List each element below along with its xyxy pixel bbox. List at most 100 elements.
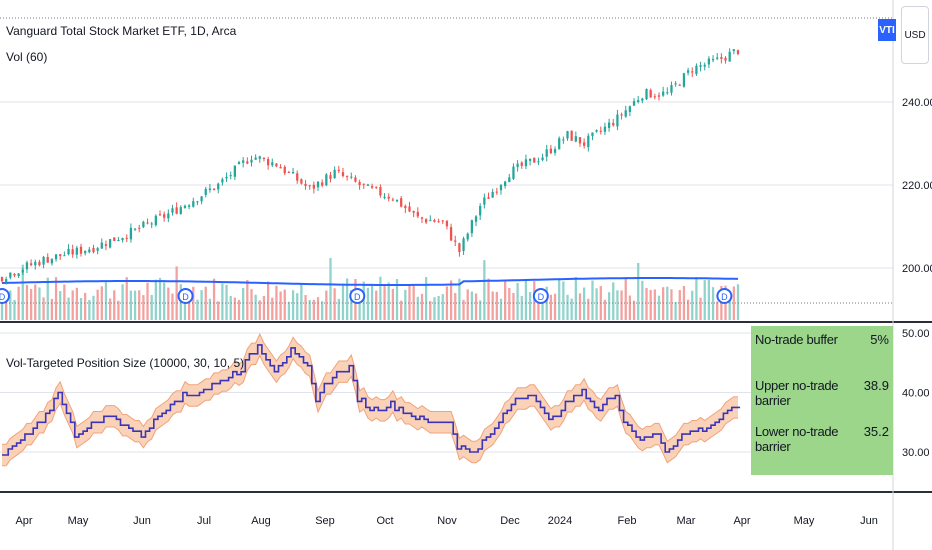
volume-bar <box>308 299 311 320</box>
candle <box>520 161 523 169</box>
volume-bar <box>142 295 145 320</box>
volume-bar <box>117 300 120 320</box>
time-tick: Feb <box>618 515 637 527</box>
volume-bar <box>620 290 623 320</box>
candle <box>454 235 457 247</box>
volume-bar <box>341 284 345 320</box>
candle <box>379 184 382 198</box>
volume-bar <box>603 299 607 320</box>
candle <box>291 167 295 174</box>
volume-bar <box>171 293 174 320</box>
time-tick: Mar <box>677 515 696 527</box>
candle <box>79 243 83 257</box>
upper-barrier-line <box>2 333 738 445</box>
volume-bar <box>113 290 116 320</box>
candle <box>158 210 162 216</box>
volume-bar <box>408 284 411 320</box>
candle <box>416 207 419 219</box>
volume-bar <box>524 278 528 320</box>
candle <box>528 158 532 166</box>
volume-bar <box>674 301 677 320</box>
volume-bar <box>187 301 191 320</box>
volume-bar <box>445 286 449 320</box>
volume-bar <box>250 289 253 320</box>
volume-bar <box>549 294 553 320</box>
candle <box>583 138 586 149</box>
volume-bar <box>437 295 440 320</box>
candle <box>312 181 316 194</box>
stats-label-lower: Lower no-trade barrier <box>755 424 839 454</box>
time-tick: Oct <box>376 515 393 527</box>
svg-text:D: D <box>0 292 6 302</box>
candle <box>138 224 141 233</box>
time-tick: Jul <box>197 515 211 527</box>
candle <box>395 199 399 203</box>
candle <box>71 244 74 258</box>
candle <box>479 203 482 220</box>
volume-bar <box>100 286 103 320</box>
volume-bar <box>466 289 469 320</box>
candle <box>179 205 182 215</box>
candle <box>104 240 108 251</box>
candle <box>321 179 324 188</box>
volume-bar <box>400 300 403 320</box>
candle <box>607 118 611 132</box>
dividend-marker: D <box>532 288 549 304</box>
candle <box>707 56 711 68</box>
candle <box>424 218 428 224</box>
candle <box>212 188 216 191</box>
lower-barrier-line <box>2 354 738 467</box>
candle <box>524 154 528 170</box>
volume-bar <box>499 298 503 320</box>
candle <box>92 244 95 254</box>
dividend-marker: D <box>349 288 366 304</box>
candle <box>495 187 498 195</box>
candle <box>262 157 266 162</box>
volume-bar <box>125 277 128 320</box>
candle <box>566 130 569 141</box>
candle <box>316 180 320 191</box>
stats-row-upper: Upper no-trade barrier 38.9 <box>755 378 889 408</box>
candle <box>445 220 449 230</box>
indicator-legend[interactable]: Vol-Targeted Position Size (10000, 30, 1… <box>6 356 245 370</box>
main-legend-title[interactable]: Vanguard Total Stock Market ETF, 1D, Arc… <box>6 24 237 38</box>
volume-bar <box>716 301 719 320</box>
candle <box>541 153 544 162</box>
candle <box>599 126 602 135</box>
stats-row-lower: Lower no-trade barrier 35.2 <box>755 424 889 454</box>
candle <box>512 163 515 180</box>
candle <box>287 170 291 173</box>
volume-bar <box>508 288 511 320</box>
volume-bar <box>71 290 74 320</box>
candlestick-series <box>0 48 740 285</box>
candle <box>225 172 228 182</box>
volume-bar <box>686 299 690 320</box>
candle <box>29 259 33 267</box>
volume-bar <box>212 278 216 320</box>
candle <box>587 133 590 152</box>
candle <box>142 220 145 229</box>
volume-bar <box>46 277 49 320</box>
indicator-price-axis: 50.00 40.00 30.00 <box>902 328 930 459</box>
currency-button[interactable]: USD <box>901 6 929 64</box>
position-size-line <box>2 344 741 456</box>
volume-bar <box>732 286 735 320</box>
volume-bar <box>242 288 245 320</box>
volume-bar <box>649 289 652 320</box>
time-tick: Jun <box>860 515 878 527</box>
candle <box>612 118 615 127</box>
volume-bar <box>707 279 711 320</box>
volume-bar <box>96 289 99 320</box>
volume-bar <box>25 284 29 320</box>
dividend-marker: D <box>0 288 10 304</box>
time-tick: May <box>68 515 89 527</box>
candle <box>674 81 677 87</box>
candle <box>441 219 444 225</box>
volume-moving-average-line <box>1 277 739 286</box>
candle <box>499 183 503 195</box>
volume-bar <box>424 277 428 320</box>
volume-legend[interactable]: Vol (60) <box>6 50 48 64</box>
volume-bar <box>711 287 715 320</box>
volume-bar <box>129 290 133 320</box>
